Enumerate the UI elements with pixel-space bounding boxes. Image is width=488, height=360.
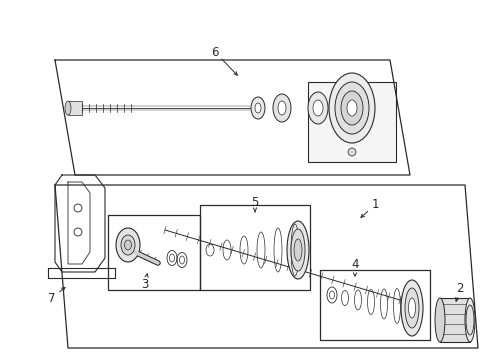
Text: 2: 2 — [455, 282, 463, 294]
Ellipse shape — [340, 91, 362, 125]
Ellipse shape — [254, 103, 261, 113]
Text: 6: 6 — [211, 45, 218, 58]
Text: 4: 4 — [350, 258, 358, 271]
Ellipse shape — [407, 298, 415, 318]
Ellipse shape — [347, 148, 355, 156]
Ellipse shape — [286, 221, 308, 279]
Ellipse shape — [116, 228, 140, 262]
Ellipse shape — [404, 288, 418, 328]
Ellipse shape — [307, 92, 327, 124]
Bar — [439, 298, 469, 342]
Ellipse shape — [312, 100, 323, 116]
Ellipse shape — [465, 305, 473, 335]
Ellipse shape — [290, 229, 305, 271]
Ellipse shape — [464, 298, 474, 342]
Ellipse shape — [293, 239, 302, 261]
Ellipse shape — [250, 97, 264, 119]
Text: 3: 3 — [141, 279, 148, 292]
Bar — [307, 82, 395, 162]
Ellipse shape — [346, 100, 356, 116]
Text: 5: 5 — [251, 195, 258, 208]
Text: 7: 7 — [48, 292, 56, 305]
Ellipse shape — [334, 82, 368, 134]
Ellipse shape — [121, 235, 135, 255]
Text: 1: 1 — [370, 198, 378, 211]
Ellipse shape — [124, 240, 131, 250]
Bar — [68, 101, 82, 115]
Ellipse shape — [278, 101, 285, 115]
Ellipse shape — [434, 298, 444, 342]
Ellipse shape — [400, 280, 422, 336]
Ellipse shape — [272, 94, 290, 122]
Ellipse shape — [328, 73, 374, 143]
Ellipse shape — [65, 101, 71, 115]
